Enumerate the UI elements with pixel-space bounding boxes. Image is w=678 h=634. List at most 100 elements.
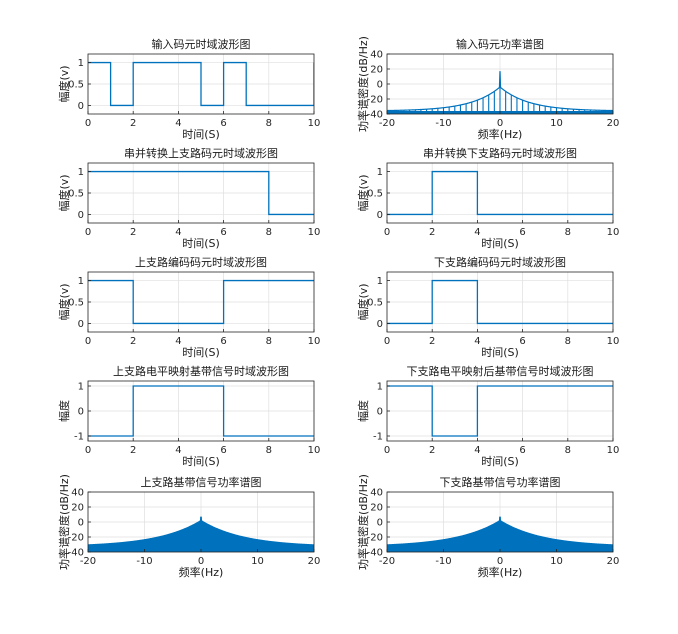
y-tick-label: 1 [377, 167, 383, 178]
y-tick-label: 0 [377, 210, 383, 221]
x-tick-label: 0 [85, 336, 91, 347]
x-tick-label: 0 [85, 118, 91, 129]
x-tick-label: 4 [474, 227, 480, 238]
x-tick-label: -20 [80, 556, 96, 567]
y-tick-label: 0 [78, 407, 84, 418]
x-tick-label: 10 [607, 227, 620, 238]
y-axis-label: 幅度(v) [356, 174, 370, 211]
x-tick-label: 0 [384, 445, 390, 456]
y-tick-label: 1 [78, 276, 84, 287]
x-tick-label: 10 [550, 118, 563, 129]
y-tick-label: 0 [78, 210, 84, 221]
y-axis-label: 功率谱密度(dB/Hz) [356, 36, 370, 132]
x-tick-label: -20 [379, 556, 395, 567]
x-tick-label: 10 [550, 556, 563, 567]
x-axis-label: 频率(Hz) [478, 565, 523, 579]
x-axis-label: 频率(Hz) [179, 565, 224, 579]
y-tick-label: -20 [68, 533, 84, 544]
y-tick-label: -1 [373, 432, 383, 443]
y-axis-label: 幅度(v) [57, 174, 71, 211]
x-tick-label: 8 [266, 445, 272, 456]
spectrum-envelope [387, 71, 613, 112]
x-tick-label: 8 [565, 336, 571, 347]
x-tick-label: 0 [497, 118, 503, 129]
y-tick-label: -40 [367, 548, 383, 559]
y-axis-label: 幅度(v) [57, 283, 71, 320]
chart-title: 上支路基带信号功率谱图 [141, 475, 262, 489]
data-layer [387, 385, 613, 437]
y-tick-label: -20 [367, 95, 383, 106]
x-tick-label: 8 [565, 445, 571, 456]
y-tick-label: -40 [367, 110, 383, 121]
series-line [88, 170, 314, 216]
x-tick-label: 10 [308, 445, 321, 456]
x-tick-label: 6 [220, 336, 226, 347]
x-tick-label: -10 [435, 118, 451, 129]
y-tick-label: 0 [377, 80, 383, 91]
x-tick-label: -20 [379, 118, 395, 129]
x-tick-label: -10 [136, 556, 152, 567]
series-line [88, 385, 314, 437]
y-tick-label: 0.5 [68, 189, 84, 200]
x-tick-label: 2 [130, 336, 136, 347]
y-tick-label: 1 [78, 167, 84, 178]
y-tick-label: 0.5 [68, 298, 84, 309]
data-layer [88, 170, 314, 216]
x-tick-label: 10 [308, 336, 321, 347]
spectrum-envelope [387, 516, 613, 546]
y-tick-label: 1 [78, 382, 84, 393]
x-tick-label: 0 [198, 556, 204, 567]
x-tick-label: 10 [308, 118, 321, 129]
y-axis-label: 幅度 [356, 400, 370, 422]
x-tick-label: 20 [607, 118, 620, 129]
y-tick-label: -20 [367, 533, 383, 544]
y-tick-label: 0 [78, 518, 84, 529]
x-tick-label: 2 [130, 445, 136, 456]
chart-title: 下支路电平映射后基带信号时域波形图 [407, 364, 594, 378]
x-tick-label: -10 [435, 556, 451, 567]
y-tick-label: 0.5 [367, 189, 383, 200]
x-tick-label: 8 [266, 336, 272, 347]
series-line [387, 385, 613, 437]
x-tick-label: 2 [130, 227, 136, 238]
chart-title: 上支路电平映射基带信号时域波形图 [113, 364, 289, 378]
x-axis-label: 时间(S) [481, 346, 519, 359]
chart-title: 串并转换上支路码元时域波形图 [124, 146, 278, 160]
x-tick-label: 10 [607, 445, 620, 456]
chart-title: 下支路基带信号功率谱图 [440, 475, 561, 489]
chart-2: -20 -10 0 10 20-40-2002040输入码元功率谱图频率(Hz)功率谱密… [356, 36, 619, 141]
x-tick-label: 8 [565, 227, 571, 238]
chart-title: 串并转换下支路码元时域波形图 [423, 146, 577, 160]
y-tick-label: 40 [71, 488, 84, 499]
x-tick-label: 2 [429, 445, 435, 456]
y-tick-label: 20 [71, 503, 84, 514]
x-tick-label: 2 [429, 336, 435, 347]
x-tick-label: 8 [266, 227, 272, 238]
x-tick-label: 6 [220, 227, 226, 238]
y-axis-label: 功率谱密度(dB/Hz) [356, 474, 370, 570]
y-tick-label: 20 [370, 65, 383, 76]
chart-title: 下支路编码码元时域波形图 [434, 255, 566, 269]
x-tick-label: 0 [85, 445, 91, 456]
x-tick-label: 20 [607, 556, 620, 567]
x-tick-label: 10 [607, 336, 620, 347]
y-tick-label: 0 [377, 319, 383, 330]
x-tick-label: 6 [519, 445, 525, 456]
x-tick-label: 6 [519, 227, 525, 238]
x-tick-label: 4 [474, 336, 480, 347]
x-axis-label: 时间(S) [182, 346, 220, 359]
x-tick-label: 0 [497, 556, 503, 567]
y-tick-label: 1 [377, 276, 383, 287]
data-layer [88, 279, 314, 325]
x-axis-label: 时间(S) [481, 237, 519, 250]
x-tick-label: 4 [175, 118, 181, 129]
y-tick-label: 0.5 [367, 298, 383, 309]
x-tick-label: 0 [85, 227, 91, 238]
chart-10: -20 -10 0 10 20-40-2002040下支路基带信号功率谱图频率(Hz)功… [356, 474, 619, 579]
chart-title: 输入码元时域波形图 [152, 37, 251, 51]
